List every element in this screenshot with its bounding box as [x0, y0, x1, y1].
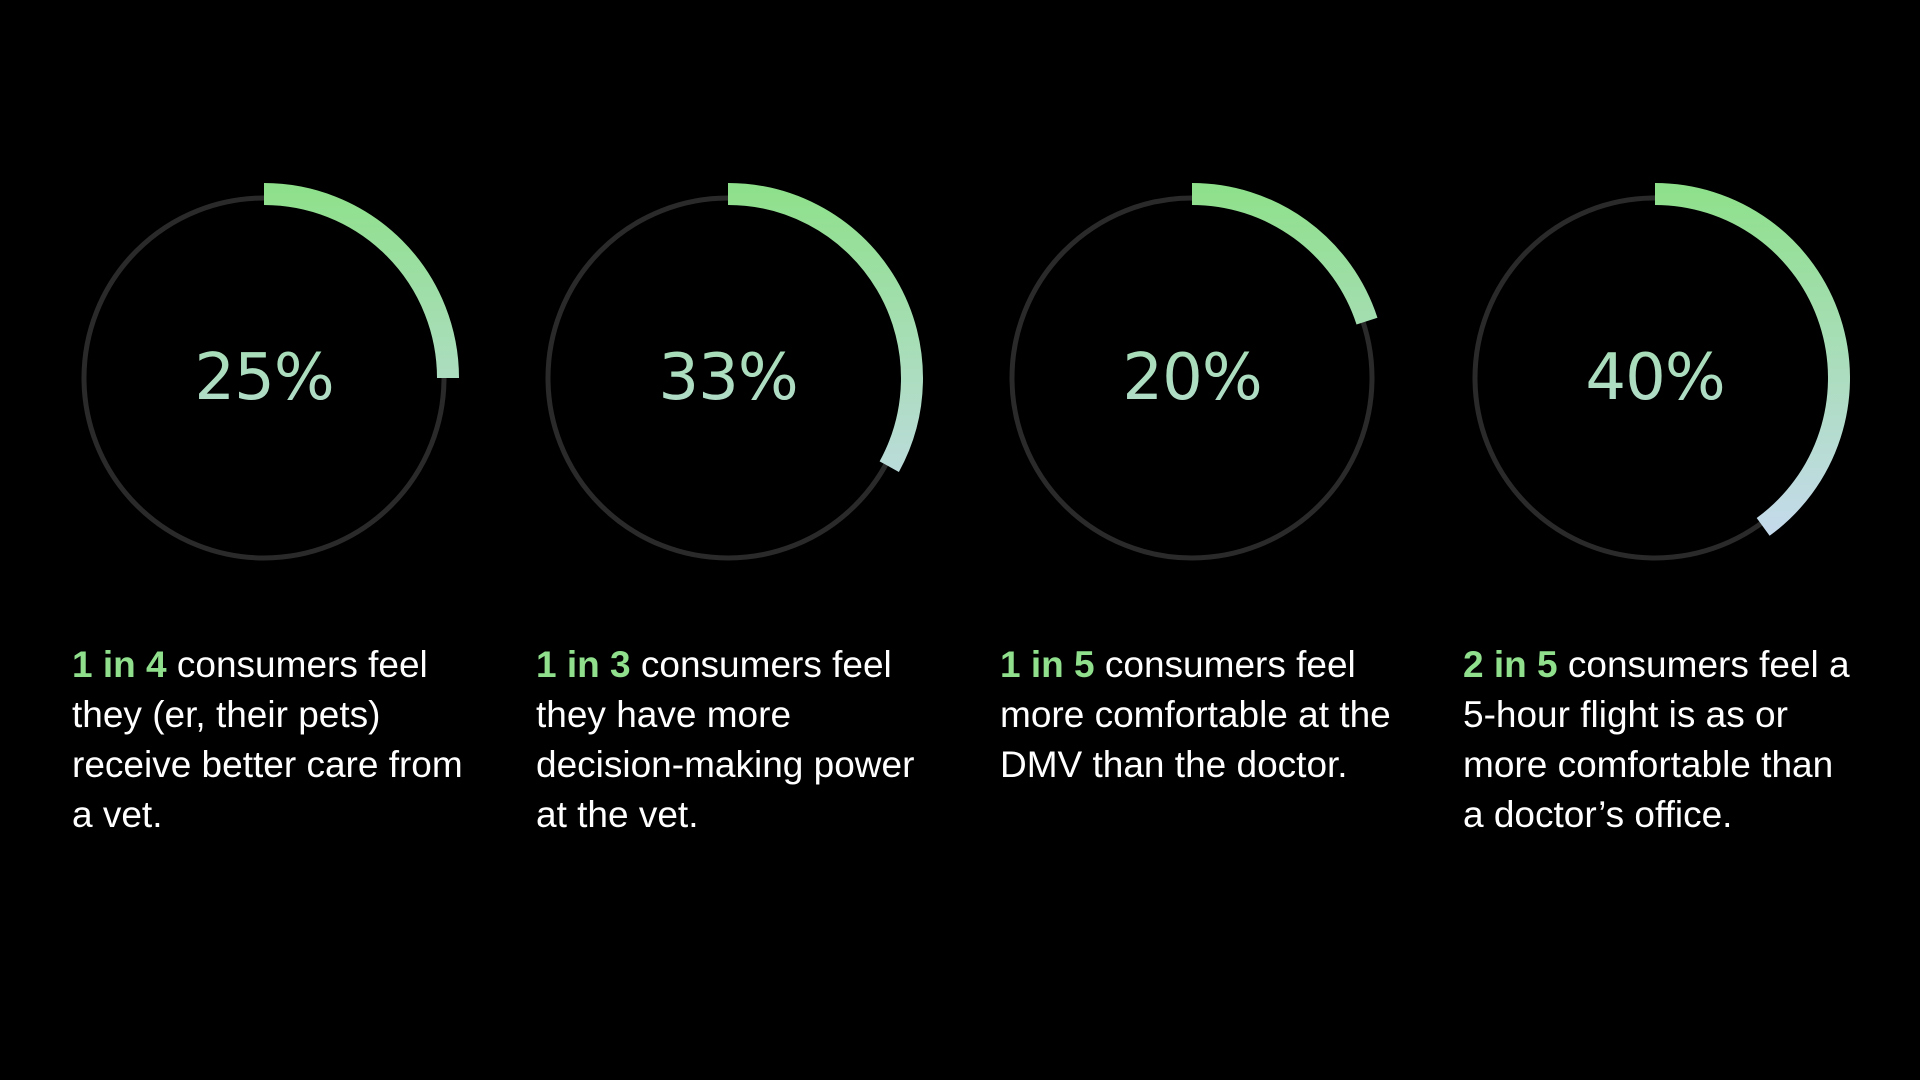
stat-card-2: 33% 1 in 3 consumers feel they have more…: [536, 0, 976, 1080]
stat-highlight: 1 in 4: [72, 644, 167, 685]
ring-progress-arc: [1191, 183, 1378, 325]
percentage-label: 20%: [1122, 341, 1261, 415]
ring-progress-arc: [727, 183, 923, 472]
progress-ring-2: 33%: [545, 183, 923, 561]
stat-caption: 1 in 3 consumers feel they have more dec…: [536, 640, 936, 840]
stat-text: consumers feel they have more decision-m…: [536, 644, 915, 835]
stat-highlight: 1 in 5: [1000, 644, 1095, 685]
stat-caption: 1 in 4 consumers feel they (er, their pe…: [72, 640, 472, 840]
stat-caption: 2 in 5 consumers feel a 5-hour flight is…: [1463, 640, 1863, 840]
stat-text: consumers feel they (er, their pets) rec…: [72, 644, 463, 835]
percentage-label: 40%: [1585, 341, 1724, 415]
stat-text: consumers feel more comfortable at the D…: [1000, 644, 1391, 785]
progress-ring-3: 20%: [1009, 183, 1378, 561]
ring-progress-arc: [263, 183, 459, 379]
progress-ring-4: 40%: [1472, 183, 1850, 561]
percentage-label: 33%: [658, 341, 797, 415]
stat-card-1: 25% 1 in 4 consumers feel they (er, thei…: [72, 0, 512, 1080]
stat-highlight: 1 in 3: [536, 644, 631, 685]
stat-text: consumers feel a 5-hour flight is as or …: [1463, 644, 1850, 835]
stat-highlight: 2 in 5: [1463, 644, 1558, 685]
stat-caption: 1 in 5 consumers feel more comfortable a…: [1000, 640, 1400, 790]
percentage-label: 25%: [194, 341, 333, 415]
progress-ring-1: 25%: [81, 183, 459, 561]
ring-progress-arc: [1654, 183, 1850, 536]
stat-card-3: 20% 1 in 5 consumers feel more comfortab…: [1000, 0, 1440, 1080]
stat-card-4: 40% 2 in 5 consumers feel a 5-hour fligh…: [1463, 0, 1903, 1080]
